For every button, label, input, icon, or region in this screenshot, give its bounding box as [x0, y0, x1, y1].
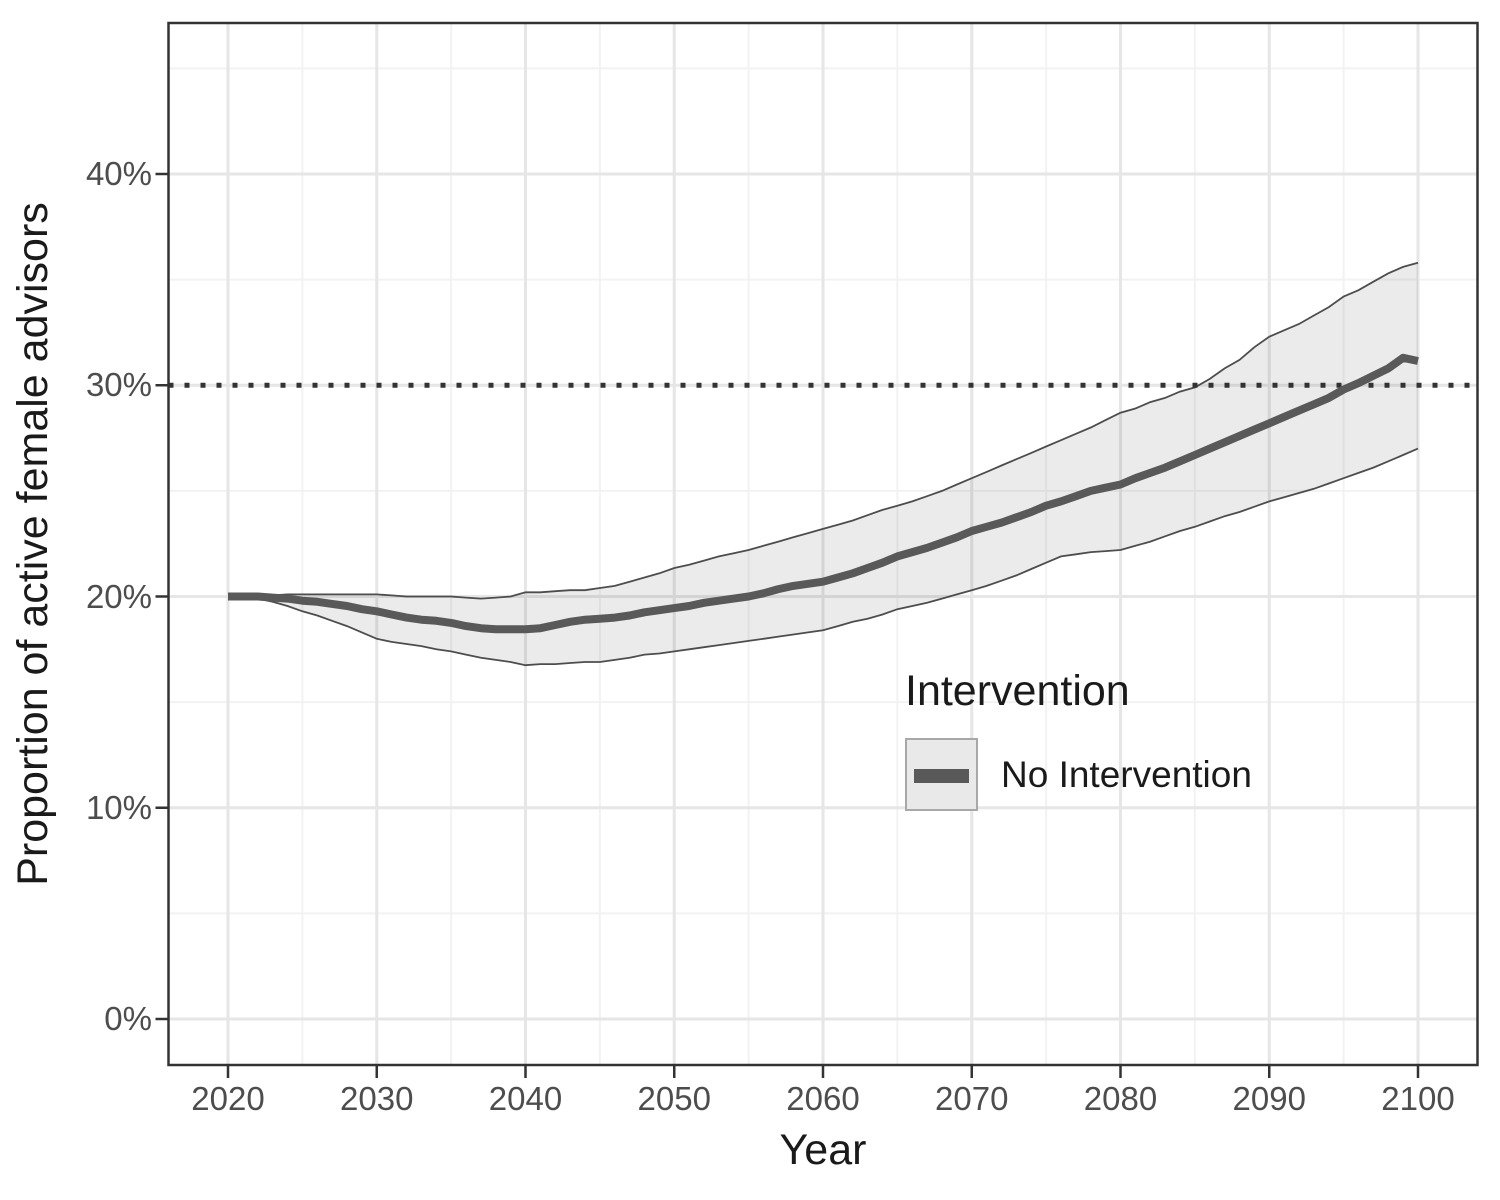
- y-tick-label-20%: 20%: [85, 577, 152, 615]
- x-tick-label-2040: 2040: [488, 1080, 563, 1117]
- ribbon-lower-edge: [227, 447, 1419, 667]
- no-intervention-line: [228, 353, 1419, 634]
- y-tick-label-30%: 30%: [85, 366, 152, 404]
- x-axis-title: Year: [779, 1126, 867, 1174]
- legend-title: Intervention: [905, 667, 1130, 715]
- ribbon-upper-edge: [228, 261, 1419, 600]
- y-tick-label-10%: 10%: [85, 788, 152, 826]
- x-tick-label-2030: 2030: [340, 1080, 414, 1117]
- legend-key: [905, 738, 978, 811]
- x-tick-label-2080: 2080: [1083, 1080, 1158, 1117]
- x-tick-label-2090: 2090: [1232, 1080, 1306, 1117]
- y-tick-label-40%: 40%: [85, 155, 152, 192]
- panel-border: [167, 21, 1479, 1067]
- y-axis-title: Proportion of active female advisors: [9, 202, 57, 886]
- x-tick-label-2020: 2020: [191, 1080, 265, 1117]
- x-tick-label-2100: 2100: [1381, 1080, 1455, 1117]
- x-tick-label-2050: 2050: [637, 1080, 711, 1117]
- y-tick-label-0%: 0%: [104, 1000, 152, 1037]
- axis-ticks: [155, 172, 1420, 1078]
- legend-key-line-icon: [914, 769, 969, 783]
- legend-entry-label: No Intervention: [1001, 754, 1252, 795]
- x-tick-label-2070: 2070: [935, 1080, 1009, 1117]
- gridlines-major: [168, 23, 1478, 1065]
- x-tick-label-2060: 2060: [786, 1080, 860, 1117]
